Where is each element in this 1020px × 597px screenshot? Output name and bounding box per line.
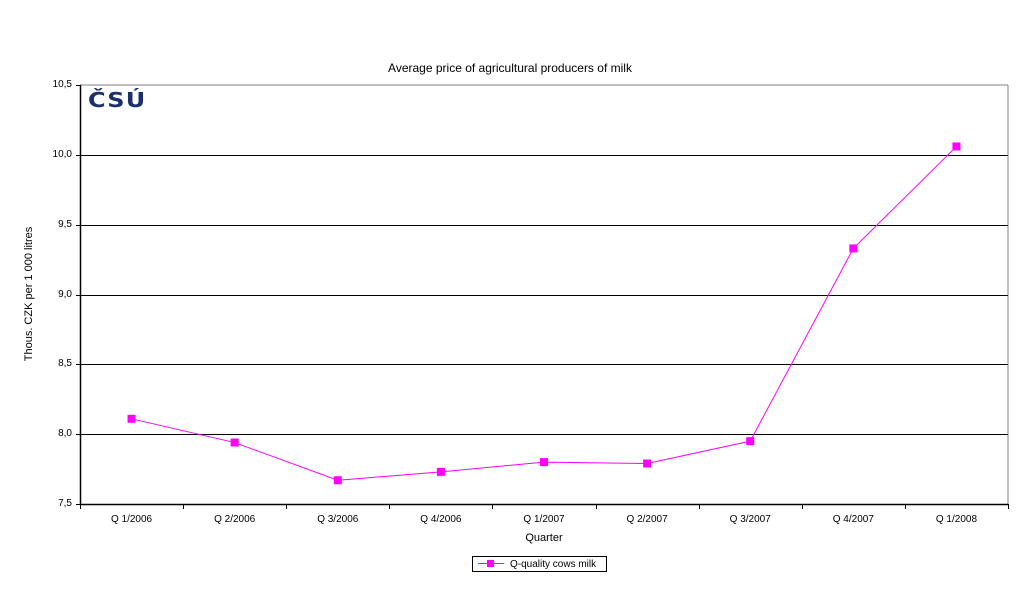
- y-tick-label: 10,5: [52, 78, 72, 90]
- data-point-marker: [952, 142, 961, 151]
- y-tick-label: 9,0: [58, 288, 72, 300]
- y-tick-label: 10,0: [52, 148, 72, 160]
- legend-label: Q-quality cows milk: [510, 558, 597, 570]
- legend-marker-icon: [478, 559, 504, 569]
- x-tick-label: Q 4/2006: [420, 514, 462, 525]
- y-tick-label: 7,5: [58, 497, 72, 509]
- x-tick-label: Q 1/2006: [110, 514, 153, 525]
- x-tick-label: Q 3/2007: [729, 514, 771, 525]
- data-point-marker: [333, 476, 342, 485]
- y-tick-label: 8,5: [58, 357, 72, 369]
- csu-logo: ČSÚ: [88, 88, 147, 112]
- x-tick-label: Q 1/2008: [935, 514, 978, 525]
- legend: Q-quality cows milk: [472, 556, 607, 572]
- x-tick-label: Q 3/2006: [317, 514, 359, 525]
- series-line: [131, 146, 957, 481]
- chart-title: Average price of agricultural producers …: [388, 61, 632, 75]
- data-point-marker: [643, 459, 652, 468]
- data-point-marker: [127, 414, 136, 423]
- x-tick-label: Q 4/2007: [832, 514, 874, 525]
- data-point-marker: [849, 244, 858, 253]
- y-tick-label: 8,0: [58, 427, 72, 439]
- data-point-marker: [746, 437, 755, 446]
- y-tick-label: 9,5: [58, 218, 72, 230]
- x-axis-label: Quarter: [525, 532, 563, 544]
- x-tick-label: Q 2/2006: [214, 514, 256, 525]
- x-tick-label: Q 2/2007: [626, 514, 668, 525]
- data-point-marker: [436, 467, 445, 476]
- data-point-marker: [230, 438, 239, 447]
- x-tick-label: Q 1/2007: [523, 514, 565, 525]
- data-point-marker: [540, 458, 548, 467]
